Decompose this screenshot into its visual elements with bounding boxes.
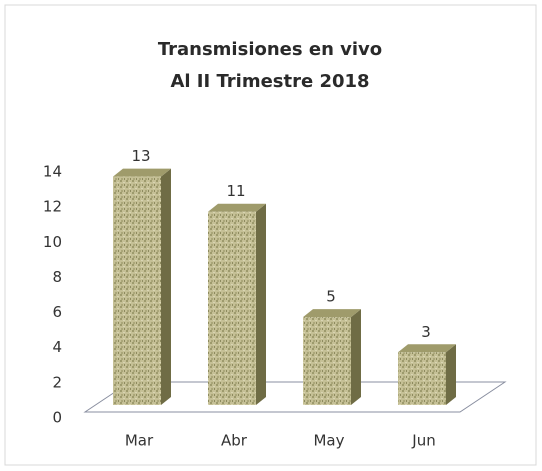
y-tick-label: 0 [52, 409, 62, 427]
bar-side [256, 203, 266, 405]
chart-title: Transmisiones en vivo [158, 39, 382, 60]
chart-subtitle: Al II Trimestre 2018 [170, 71, 369, 92]
bar-tint [113, 176, 161, 405]
bar [398, 344, 456, 405]
bar-top [303, 309, 361, 318]
bar-side [351, 309, 361, 405]
bar-top [208, 203, 266, 212]
bar-front [398, 352, 446, 405]
y-tick-label: 6 [52, 303, 62, 321]
y-tick-label: 12 [43, 198, 62, 216]
bar-front [303, 317, 351, 405]
bar-side [446, 344, 456, 405]
data-label: 3 [421, 323, 431, 341]
bar-tint [208, 211, 256, 405]
bar-top [398, 344, 456, 353]
bar-side [161, 168, 171, 405]
y-tick-label: 8 [52, 268, 62, 286]
y-tick-label: 4 [52, 338, 62, 356]
x-tick-label: Abr [221, 432, 248, 450]
bar-front [113, 176, 161, 405]
data-label: 13 [131, 147, 150, 165]
bar-tint [398, 352, 446, 405]
bar [303, 309, 361, 405]
bar [208, 203, 266, 405]
y-tick-label: 2 [52, 373, 62, 391]
x-tick-label: Jun [411, 432, 435, 450]
y-tick-label: 14 [43, 163, 62, 181]
x-tick-label: Mar [125, 432, 154, 450]
data-label: 11 [226, 182, 245, 200]
x-tick-label: May [313, 432, 344, 450]
bar-top [113, 168, 171, 177]
y-tick-label: 10 [43, 233, 62, 251]
data-label: 5 [326, 288, 336, 306]
bar-front [208, 211, 256, 405]
bar [113, 168, 171, 405]
bar-tint [303, 317, 351, 405]
